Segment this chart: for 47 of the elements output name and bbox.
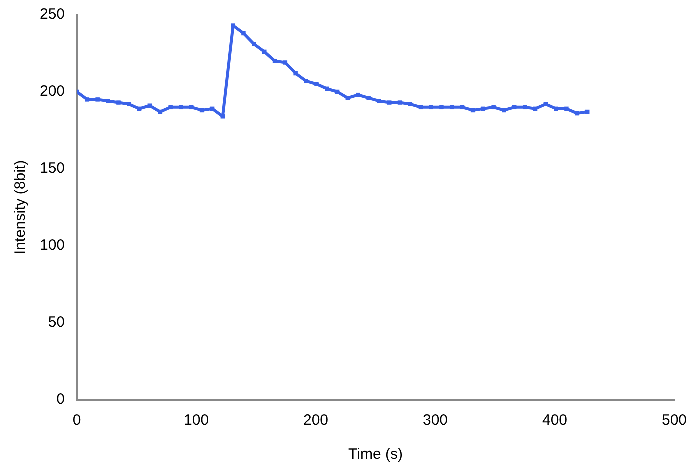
- point: [304, 79, 308, 84]
- point: [148, 104, 152, 108]
- point: [346, 96, 350, 100]
- point: [272, 59, 278, 64]
- point: [564, 106, 569, 112]
- point: [429, 105, 434, 110]
- point: [116, 100, 121, 105]
- point: [242, 31, 246, 36]
- x-tick-label: 100: [184, 412, 210, 430]
- point: [220, 114, 226, 119]
- x-tick-label: 500: [662, 412, 687, 430]
- y-tick-label: 250: [40, 6, 66, 24]
- point: [492, 105, 496, 110]
- point: [377, 99, 382, 104]
- x-tick-label: 400: [542, 412, 568, 430]
- x-tick-label: 300: [422, 412, 448, 430]
- point: [252, 42, 256, 46]
- point: [262, 50, 267, 54]
- point: [168, 105, 173, 110]
- point: [179, 105, 184, 110]
- y-tick-label: 50: [48, 314, 66, 332]
- y-tick-label: 200: [40, 83, 66, 100]
- point: [314, 82, 319, 86]
- x-tick-label: 200: [303, 412, 329, 430]
- point: [356, 92, 360, 98]
- point: [85, 98, 90, 102]
- point: [366, 96, 371, 100]
- point: [398, 100, 402, 105]
- point: [231, 24, 236, 28]
- x-axis-title: Time (s): [348, 446, 403, 464]
- y-tick-label: 100: [40, 237, 66, 254]
- x-tick-label: 0: [72, 412, 82, 430]
- point: [502, 108, 506, 113]
- point: [294, 71, 298, 76]
- point: [106, 99, 110, 104]
- point: [575, 111, 580, 116]
- point: [440, 105, 444, 110]
- point: [96, 98, 100, 102]
- point: [408, 102, 413, 106]
- point: [554, 106, 558, 112]
- point: [387, 100, 392, 105]
- point: [283, 60, 288, 65]
- point: [127, 102, 132, 106]
- point: [544, 102, 548, 106]
- y-tick-label: 150: [40, 160, 66, 178]
- y-axis-title: Intensity (8bit): [12, 160, 30, 255]
- y-tick-label: 0: [56, 391, 66, 408]
